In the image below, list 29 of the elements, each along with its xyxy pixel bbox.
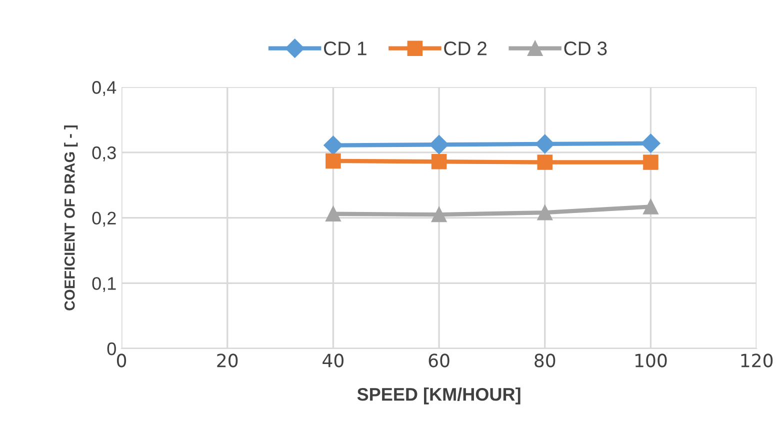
legend-label: CD 2: [444, 42, 486, 56]
point: [643, 154, 658, 170]
x-tick-label: 0: [116, 354, 126, 368]
point: [326, 153, 341, 169]
y-axis-title: COEFICIENT OF DRAG [ - ]: [64, 125, 78, 310]
y-tick-label: 0,1: [92, 277, 116, 292]
point: [324, 136, 343, 155]
x-tick-label: 120: [741, 354, 773, 368]
x-axis-title: SPEED [KM/HOUR]: [357, 388, 520, 404]
point: [537, 154, 553, 170]
point: [643, 199, 658, 214]
x-tick-label: 40: [322, 354, 344, 368]
legend-label: CD 3: [564, 42, 607, 56]
point: [431, 206, 447, 222]
x-tick-label: 100: [635, 354, 667, 368]
point: [535, 134, 554, 154]
y-tick-label: 0,2: [92, 212, 116, 227]
x-tick-label: 80: [534, 354, 556, 368]
y-tick-label: 0,4: [92, 81, 116, 96]
y-tick-label: 0: [107, 342, 116, 356]
point: [430, 135, 449, 154]
x-tick-label: 20: [217, 354, 238, 368]
point: [326, 206, 341, 222]
y-tick-label: 0,3: [92, 146, 116, 162]
point: [431, 154, 447, 170]
point: [537, 204, 553, 220]
legend-label: CD 1: [324, 42, 366, 56]
point: [641, 134, 660, 153]
x-tick-label: 60: [428, 354, 450, 368]
